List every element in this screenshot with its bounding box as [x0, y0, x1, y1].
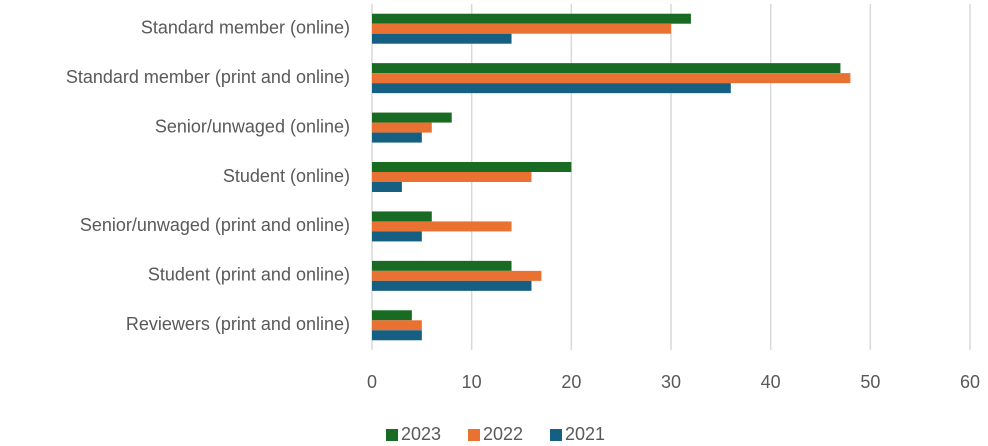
bar	[372, 122, 432, 133]
bar	[372, 132, 422, 143]
bar	[372, 13, 691, 24]
x-tick-label: 50	[860, 372, 880, 392]
y-tick-label: Standard member (print and online)	[66, 67, 350, 87]
bar	[372, 330, 422, 341]
y-tick-label: Student (print and online)	[148, 265, 350, 285]
bar	[372, 23, 671, 34]
bar	[372, 211, 432, 222]
bar	[372, 221, 512, 232]
bar	[372, 33, 512, 44]
legend-swatch	[386, 429, 398, 441]
y-tick-label: Standard member (online)	[141, 17, 350, 37]
legend-label: 2023	[401, 424, 441, 444]
bar	[372, 260, 512, 271]
bar	[372, 320, 422, 331]
x-tick-label: 0	[367, 372, 377, 392]
bar	[372, 83, 731, 94]
x-tick-label: 30	[661, 372, 681, 392]
bar	[372, 63, 841, 74]
bar	[372, 162, 572, 172]
y-tick-label: Senior/unwaged (online)	[155, 116, 350, 136]
bar	[372, 231, 422, 242]
y-tick-label: Reviewers (print and online)	[126, 314, 350, 334]
legend-label: 2022	[483, 424, 523, 444]
bar	[372, 112, 452, 123]
bar	[372, 182, 402, 192]
bar	[372, 280, 532, 291]
bar	[372, 172, 532, 182]
bar	[372, 310, 412, 321]
legend-label: 2021	[565, 424, 605, 444]
y-tick-label: Student (online)	[223, 166, 350, 186]
x-tick-label: 40	[761, 372, 781, 392]
bar	[372, 73, 851, 84]
x-tick-label: 20	[561, 372, 581, 392]
x-tick-label: 60	[960, 372, 980, 392]
y-tick-label: Senior/unwaged (print and online)	[80, 215, 350, 235]
legend-swatch	[550, 429, 562, 441]
legend-swatch	[468, 429, 480, 441]
x-tick-label: 10	[462, 372, 482, 392]
bar	[372, 270, 542, 281]
